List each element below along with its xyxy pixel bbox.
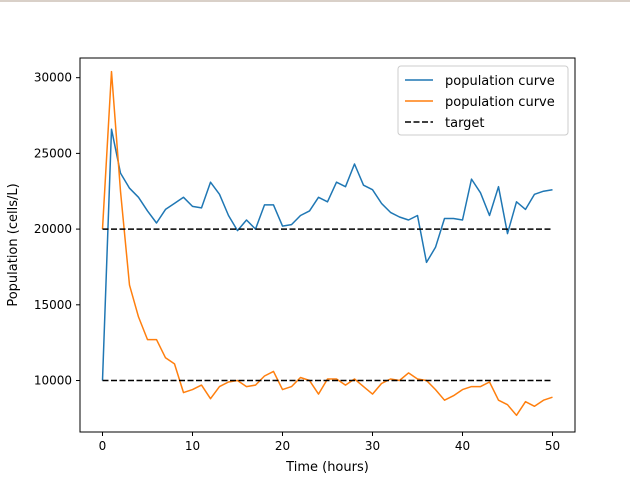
y-axis: 10000 15000 20000 25000 30000 [34,71,80,388]
series-line-1 [101,128,553,381]
series-layer [101,70,553,417]
y-tick-label: 20000 [34,222,72,236]
legend: population curve population curve target [397,65,569,136]
x-axis-label: Time (hours) [285,460,369,475]
series-line-2 [101,70,553,417]
window-top-border [0,0,630,2]
x-tick-label: 50 [545,439,560,453]
x-tick-label: 40 [455,439,470,453]
x-tick-label: 0 [99,439,107,453]
x-axis: 0 10 20 30 40 50 [99,432,560,453]
y-tick-label: 10000 [34,374,72,388]
y-tick-label: 30000 [34,71,72,85]
legend-label: population curve [445,74,555,89]
x-tick-label: 20 [275,439,290,453]
y-axis-label: Population (cells/L) [6,183,21,306]
plot-frame [79,57,576,433]
y-tick-label: 25000 [34,146,72,160]
y-tick-label: 15000 [34,298,72,312]
legend-label: target [445,116,485,131]
legend-label: population curve [445,95,555,110]
x-tick-label: 10 [185,439,200,453]
x-tick-label: 30 [365,439,380,453]
legend-box [397,65,569,136]
